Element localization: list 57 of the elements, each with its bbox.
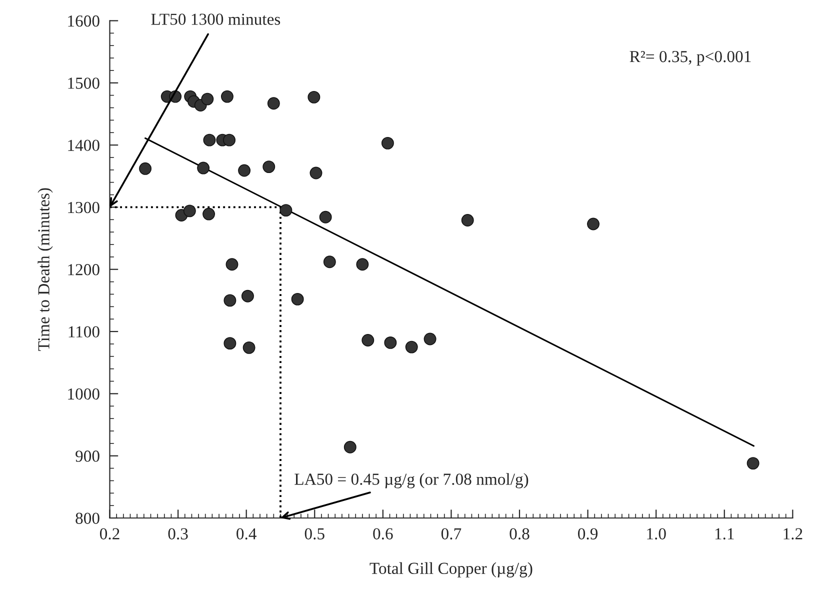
point bbox=[405, 340, 418, 354]
point bbox=[280, 204, 292, 217]
point bbox=[139, 162, 152, 175]
x-tick-label: 0.5 bbox=[304, 528, 324, 540]
annotation: LT50 1300 minutes bbox=[151, 14, 280, 25]
point bbox=[356, 258, 369, 271]
point bbox=[183, 204, 196, 218]
x-tick-label: 0.4 bbox=[236, 528, 256, 540]
point bbox=[461, 214, 474, 226]
point bbox=[262, 160, 276, 174]
point bbox=[201, 92, 214, 106]
y-tick-label: 800 bbox=[76, 512, 100, 524]
point bbox=[226, 258, 238, 271]
point bbox=[344, 440, 356, 454]
y-axis-title: Time to Death (minutes) bbox=[38, 188, 53, 351]
point bbox=[203, 134, 216, 146]
point bbox=[241, 290, 254, 302]
point bbox=[424, 332, 436, 346]
point bbox=[308, 90, 320, 104]
x-tick-label: 0.2 bbox=[100, 528, 120, 540]
point bbox=[242, 341, 256, 354]
x-tick-label: 1.1 bbox=[715, 528, 734, 540]
point bbox=[238, 164, 251, 177]
point bbox=[202, 208, 216, 220]
point bbox=[291, 292, 304, 306]
point bbox=[362, 334, 374, 346]
point bbox=[587, 218, 600, 230]
y-tick-label: 1600 bbox=[68, 15, 100, 27]
point bbox=[323, 256, 336, 268]
point bbox=[224, 337, 236, 350]
point bbox=[746, 457, 760, 470]
x-tick-label: 0.7 bbox=[441, 528, 462, 540]
x-tick-label: 1.0 bbox=[647, 528, 666, 540]
point bbox=[310, 166, 322, 180]
y-tick-label: 1100 bbox=[68, 326, 100, 338]
point bbox=[384, 336, 397, 349]
point bbox=[224, 294, 236, 307]
x-tick-label: 0.9 bbox=[578, 528, 598, 540]
y-tick-label: 1400 bbox=[68, 140, 100, 151]
annotation: LA50 = 0.45 µg/g (or 7.08 nmol/g) bbox=[294, 473, 528, 488]
point bbox=[267, 97, 280, 110]
x-tick-label: 0.6 bbox=[373, 528, 393, 540]
y-tick-label: 1000 bbox=[68, 388, 100, 400]
x-tick-label: 0.8 bbox=[510, 528, 530, 540]
point bbox=[220, 90, 234, 103]
point bbox=[223, 134, 236, 146]
point bbox=[381, 136, 394, 150]
y-tick-label: 900 bbox=[76, 450, 100, 462]
y-tick-label: 1300 bbox=[68, 202, 100, 214]
annotation: R²= 0.35, p<0.001 bbox=[630, 50, 751, 66]
point bbox=[319, 210, 332, 224]
y-tick-label: 1200 bbox=[68, 264, 100, 276]
x-tick-label: 1.2 bbox=[784, 528, 802, 540]
point bbox=[197, 162, 210, 174]
y-tick-label: 1500 bbox=[68, 78, 100, 89]
x-axis-title: Total Gill Copper (µg/g) bbox=[370, 562, 532, 578]
x-tick-label: 0.3 bbox=[168, 528, 188, 540]
